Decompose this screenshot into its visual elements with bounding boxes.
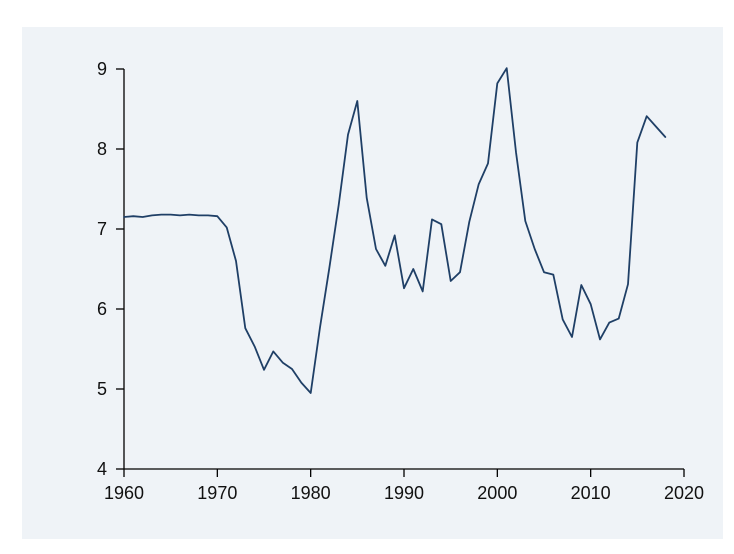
y-tick-label: 6 [97,299,107,319]
x-tick-label: 1990 [384,483,424,503]
y-tick-label: 8 [97,139,107,159]
x-tick-label: 1980 [291,483,331,503]
series-layer [123,67,667,394]
y-tick-label: 9 [97,59,107,79]
chart-background [22,27,723,539]
x-tick-label: 2010 [571,483,611,503]
x-tick-label: 1970 [197,483,237,503]
y-tick-label: 7 [97,219,107,239]
series-line [123,67,667,394]
x-tick-label: 1960 [104,483,144,503]
x-tick-label: 2020 [664,483,704,503]
y-axis: 4 5 6 7 8 9 [97,59,125,479]
y-tick-label: 5 [97,379,107,399]
y-tick-label: 4 [97,459,107,479]
x-axis: 1960 1970 1980 1990 2000 2010 2020 [104,468,704,503]
x-tick-label: 2000 [477,483,517,503]
